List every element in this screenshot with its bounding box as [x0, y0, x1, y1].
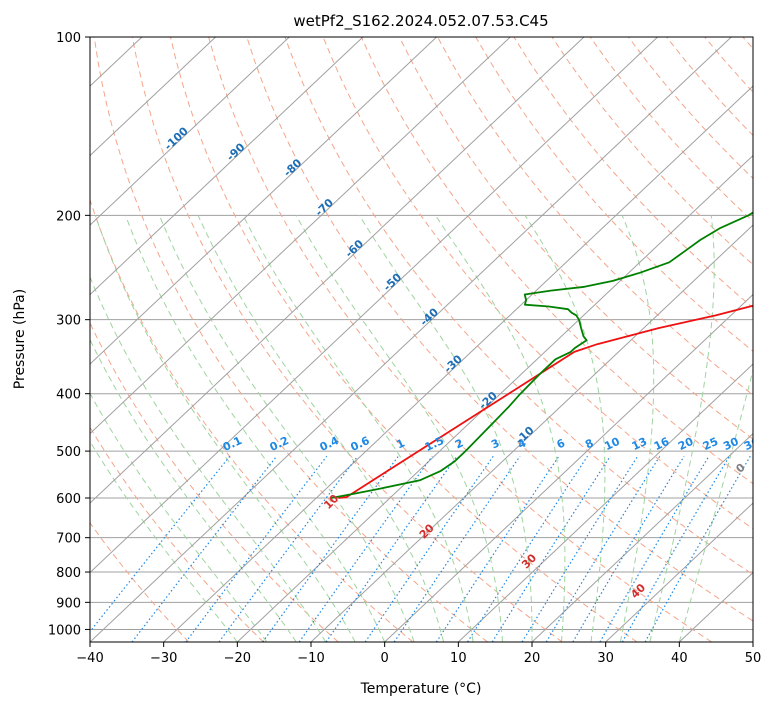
mixing-ratio-line — [545, 455, 661, 642]
mixing-ratio-label: 30 — [721, 435, 741, 453]
dry-adiabat — [284, 37, 753, 576]
dry-adiabat — [437, 37, 753, 396]
y-tick-label: 800 — [56, 566, 81, 581]
mixing-ratio-line — [262, 455, 399, 642]
isotherm-line — [90, 37, 511, 435]
mixing-ratio-line — [572, 455, 685, 642]
y-tick-label: 500 — [56, 445, 81, 460]
dewpoint-line — [330, 211, 753, 499]
isotherm-line — [90, 37, 290, 226]
mixing-ratio-label: 16 — [652, 435, 672, 453]
mixing-ratio-line — [325, 455, 458, 642]
y-tick-label: 100 — [56, 31, 81, 46]
isotherm-line — [90, 37, 658, 574]
mixing-ratio-line — [218, 455, 359, 642]
mixing-ratio-line — [298, 455, 433, 642]
x-axis: −40 −30 −20 −10 0 10 20 30 40 50 — [76, 642, 761, 666]
dry-adiabat — [90, 426, 264, 642]
moist-adiabat — [242, 215, 474, 642]
mixing-ratio-label: 25 — [701, 435, 720, 453]
y-axis-label: Pressure (hPa) — [12, 289, 28, 389]
dry-adiabat — [475, 37, 753, 352]
y-tick-label: 300 — [56, 314, 81, 329]
isotherm-line — [384, 293, 753, 642]
mixing-ratio-label: 36 — [742, 435, 762, 453]
moist-adiabat — [619, 215, 655, 642]
moist-adiabat — [94, 215, 356, 642]
y-tick-label: 600 — [56, 492, 81, 507]
temperature-line — [338, 304, 753, 499]
isotherm-line — [90, 37, 585, 504]
isotherm-line — [457, 363, 753, 642]
x-tick-label: 50 — [745, 651, 762, 666]
dry-adiabat — [90, 321, 339, 642]
x-axis-label: Temperature (°C) — [360, 681, 482, 697]
dry-adiabat — [360, 37, 753, 485]
x-tick-label: −20 — [224, 651, 251, 666]
x-tick-label: 0 — [381, 651, 389, 666]
mixing-ratio-line — [521, 455, 639, 642]
moist-adiabat — [649, 215, 715, 642]
moist-adiabat — [358, 215, 533, 642]
x-tick-label: 40 — [671, 651, 688, 666]
y-axis: 100 200 300 400 500 600 700 800 900 1000 — [48, 31, 90, 638]
mixing-ratio-line — [364, 455, 494, 642]
plot-frame — [89, 36, 754, 643]
plot-area: 0.1 0.2 0.4 0.6 1 1.5 2 3 4 6 8 10 13 16 20 25 30 36-100-… — [90, 37, 762, 642]
moist-adiabats — [90, 215, 753, 642]
x-tick-label: 30 — [597, 651, 614, 666]
chart-title: wetPf2_S162.2024.052.07.53.C45 — [293, 12, 548, 31]
y-tick-label: 400 — [56, 388, 81, 403]
dry-adiabat — [398, 37, 753, 440]
y-tick-label: 1000 — [48, 623, 81, 638]
moist-adiabat — [158, 215, 415, 642]
x-tick-label: 10 — [450, 651, 467, 666]
sounding-series — [330, 211, 753, 499]
mixing-ratio-line — [644, 455, 751, 642]
isotherm-line — [163, 85, 753, 642]
isotherm-line — [90, 37, 732, 642]
x-tick-label: −40 — [76, 651, 103, 666]
isotherm-line — [90, 37, 216, 157]
moist-adiabat — [435, 215, 566, 642]
mixing-ratio-line — [90, 455, 231, 633]
mixing-ratio-lines — [90, 455, 751, 642]
isotherm-line — [90, 37, 364, 296]
mixing-ratio-label: 13 — [630, 435, 649, 453]
x-tick-label: 20 — [524, 651, 541, 666]
mixing-ratio-label: 10 — [602, 435, 622, 453]
mixing-ratio-line — [435, 455, 560, 642]
mixing-ratio-line — [185, 455, 328, 642]
isotherm-line — [90, 37, 437, 365]
moist-adiabat — [90, 338, 297, 642]
x-tick-label: −10 — [297, 651, 324, 666]
isotherm-line — [236, 154, 753, 642]
dry-adiabat — [170, 37, 638, 642]
mixing-ratio-line — [599, 455, 710, 642]
skewed-isotherms — [90, 37, 753, 642]
moist-adiabat — [90, 275, 327, 642]
y-tick-label: 200 — [56, 209, 81, 224]
y-tick-label: 900 — [56, 596, 81, 611]
moist-adiabat — [125, 215, 386, 642]
y-tick-label: 700 — [56, 532, 81, 547]
mixing-ratio-label: 20 — [676, 435, 696, 453]
dry-adiabat — [246, 37, 753, 622]
isotherm-line — [531, 432, 753, 642]
isotherm-line — [310, 224, 753, 642]
isotherm-line — [605, 502, 753, 642]
dry-adiabat — [513, 37, 753, 309]
mixing-ratio-line — [131, 455, 278, 642]
dry-adiabat — [93, 37, 488, 642]
x-tick-label: −30 — [150, 651, 177, 666]
